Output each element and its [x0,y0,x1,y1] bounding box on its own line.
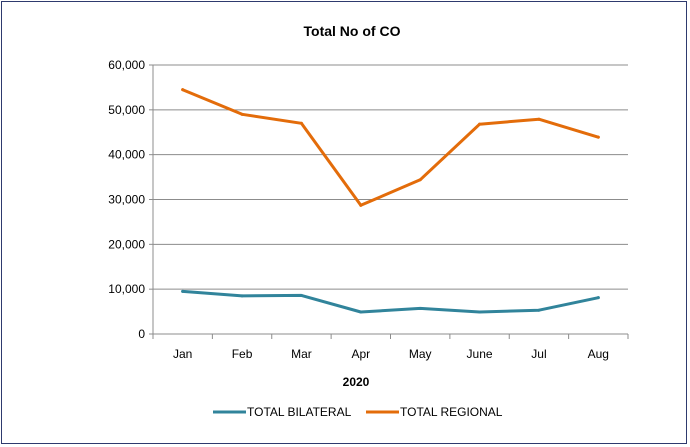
data-point [240,112,244,116]
data-point [537,117,541,121]
data-point [299,293,303,297]
y-tick-label: 40,000 [108,148,145,162]
data-point [359,203,363,207]
x-tick-label: Jul [531,347,546,361]
data-point [181,289,185,293]
legend-label: TOTAL BILATERAL [247,405,352,419]
data-point [418,306,422,310]
series-lines [181,88,600,314]
y-tick-label: 60,000 [108,58,145,72]
data-point [478,310,482,314]
legend-label: TOTAL REGIONAL [400,405,503,419]
y-tick-label: 20,000 [108,237,145,251]
y-tick-label: 50,000 [108,103,145,117]
series-line-total-regional [181,88,600,207]
gridlines [152,64,628,335]
data-point [181,88,185,92]
y-tick-label: 30,000 [108,193,145,207]
data-point [418,178,422,182]
y-tick-label: 10,000 [108,282,145,296]
x-tick-label: Aug [588,347,609,361]
y-axis-ticks: 0 10,000 20,000 30,000 40,000 50,000 60,000 [108,58,153,341]
x-axis-ticks: Jan Feb Mar Apr May June Jul Aug [152,334,629,361]
x-tick-label: Mar [291,347,312,361]
data-point [537,308,541,312]
x-axis-label: 2020 [343,375,370,389]
data-point [596,135,600,139]
data-point [478,122,482,126]
x-tick-label: Apr [351,347,370,361]
x-tick-label: June [467,347,493,361]
chart-title: Total No of CO [304,23,401,39]
data-point [359,310,363,314]
series-line-total-bilateral [181,289,600,314]
x-tick-label: Jan [173,347,192,361]
data-point [240,294,244,298]
x-tick-label: Feb [232,347,253,361]
data-point [299,121,303,125]
data-point [596,296,600,300]
x-tick-label: May [409,347,432,361]
legend: TOTAL BILATERAL TOTAL REGIONAL [213,405,503,419]
y-tick-label: 0 [138,327,145,341]
